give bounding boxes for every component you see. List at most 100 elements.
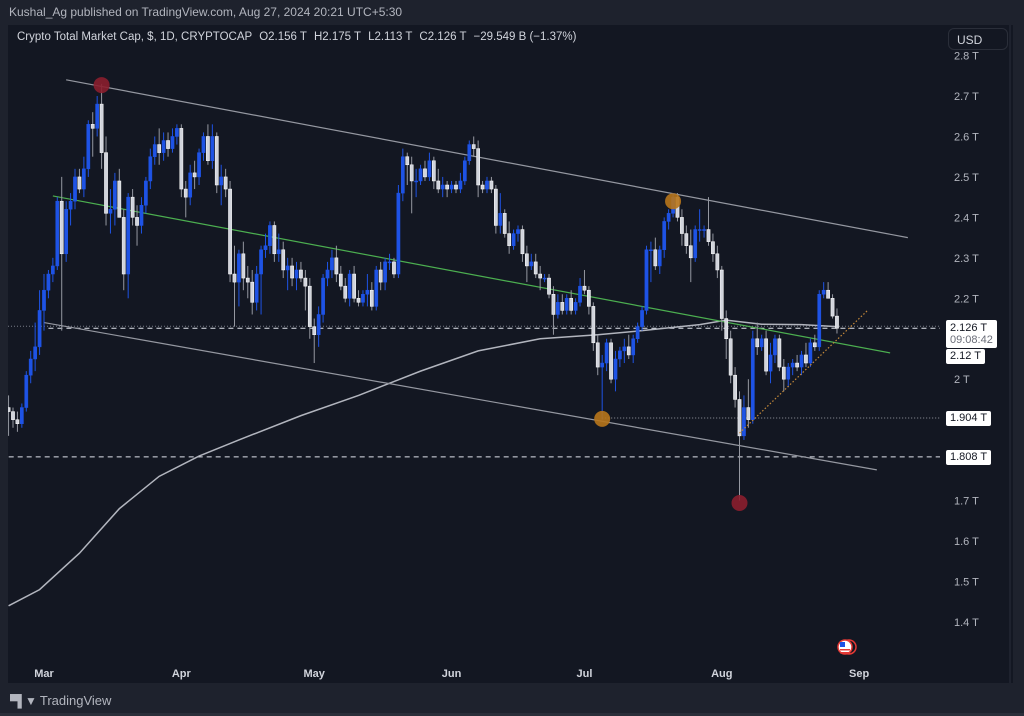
candle-body — [33, 346, 37, 360]
candle-down — [830, 294, 835, 319]
candle-body — [821, 289, 826, 295]
candle-down — [719, 265, 724, 331]
candle-up — [383, 257, 387, 291]
candle-body — [835, 315, 839, 329]
candle-body — [285, 265, 290, 271]
candle-body — [591, 306, 596, 344]
candle-body — [680, 217, 684, 234]
candle-down — [551, 286, 556, 335]
candle-up — [516, 225, 520, 242]
candle-body — [73, 176, 77, 202]
candle-body — [241, 253, 246, 279]
candle-body — [290, 265, 294, 279]
candle-body — [392, 261, 396, 275]
candle-up — [458, 172, 463, 194]
candle-up — [635, 322, 640, 343]
candle-up — [51, 257, 55, 283]
current-price-tag: 2.126 T 09:08:42 — [946, 320, 997, 348]
candle-body — [516, 229, 520, 234]
candle-up — [640, 306, 644, 331]
candle-body — [37, 310, 42, 348]
candle-body — [334, 257, 339, 275]
candle-down — [232, 245, 237, 327]
candle-down — [272, 221, 277, 262]
footer-brand[interactable]: ▀▌▼ TradingView — [10, 693, 111, 708]
candle-up — [662, 217, 667, 258]
candle-down — [471, 136, 476, 157]
candle-down — [59, 176, 64, 331]
candle-body — [808, 342, 813, 364]
candle-body — [755, 338, 760, 348]
candle-down — [560, 294, 565, 315]
candle-down — [104, 136, 108, 226]
candle-body — [609, 342, 613, 380]
candle-body — [595, 342, 600, 368]
candle-body — [42, 289, 46, 311]
moving-average-line — [8, 319, 838, 607]
candle-up — [427, 152, 432, 181]
candle-body — [799, 354, 804, 368]
ohlc-low: L2.113 T — [368, 31, 413, 43]
candle-body — [356, 298, 361, 303]
candle-up — [365, 274, 370, 307]
candle-body — [733, 374, 737, 400]
candle-down — [121, 209, 126, 291]
red-marker — [93, 77, 110, 94]
candle-body — [352, 273, 356, 299]
candle-down — [489, 176, 494, 194]
candle-body — [719, 269, 724, 319]
candle-body — [135, 217, 139, 226]
candle-body — [303, 277, 308, 287]
candle-body — [409, 164, 414, 182]
candle-body — [24, 374, 29, 408]
candle-body — [666, 213, 671, 222]
candle-body — [463, 160, 467, 182]
x-axis-label: Mar — [34, 668, 54, 680]
candle-up — [556, 294, 560, 319]
candle-down — [525, 245, 529, 283]
candle-up — [46, 269, 51, 299]
candle-body — [121, 217, 126, 275]
candle-body — [139, 204, 144, 226]
symbol-name[interactable]: Crypto Total Market Cap, $, 1D, CRYPTOCA… — [17, 31, 253, 43]
candle-body — [343, 285, 348, 299]
candle-up — [440, 176, 445, 198]
candle-body — [688, 245, 693, 259]
orange-marker — [665, 193, 682, 210]
candle-down — [223, 168, 228, 198]
candle-body — [458, 180, 463, 190]
candle-up — [644, 245, 649, 315]
secondary-price-tag: 2.12 T — [946, 349, 985, 364]
currency-button[interactable]: USD — [948, 28, 1008, 50]
candle-body — [578, 285, 582, 303]
candle-body — [206, 136, 210, 161]
y-axis-label: 1.4 T — [954, 617, 979, 629]
candle-up — [152, 136, 157, 165]
level-tag-1808: 1.808 T — [946, 450, 992, 465]
x-axis-label: Sep — [849, 668, 869, 680]
candle-down — [392, 257, 396, 279]
candle-body — [108, 209, 113, 214]
candle-body — [20, 407, 24, 424]
candle-down — [99, 83, 104, 169]
candle-body — [711, 241, 715, 255]
candle-down — [352, 265, 356, 303]
candle-down — [595, 334, 600, 376]
candle-body — [228, 188, 232, 275]
candle-up — [693, 225, 698, 262]
candle-down — [206, 124, 210, 165]
candle-down — [312, 318, 317, 364]
candle-up — [666, 209, 671, 230]
x-axis-label: Jul — [577, 668, 593, 680]
candle-down — [547, 274, 551, 299]
candle-up — [361, 290, 365, 307]
candle-body — [175, 128, 179, 137]
candle-body — [321, 277, 325, 315]
candle-up — [622, 338, 627, 364]
price-change: −29.549 B (−1.37%) — [473, 31, 577, 43]
candle-body — [715, 253, 720, 271]
candle-body — [768, 354, 773, 372]
candle-up — [498, 193, 503, 234]
candle-up — [148, 148, 153, 190]
